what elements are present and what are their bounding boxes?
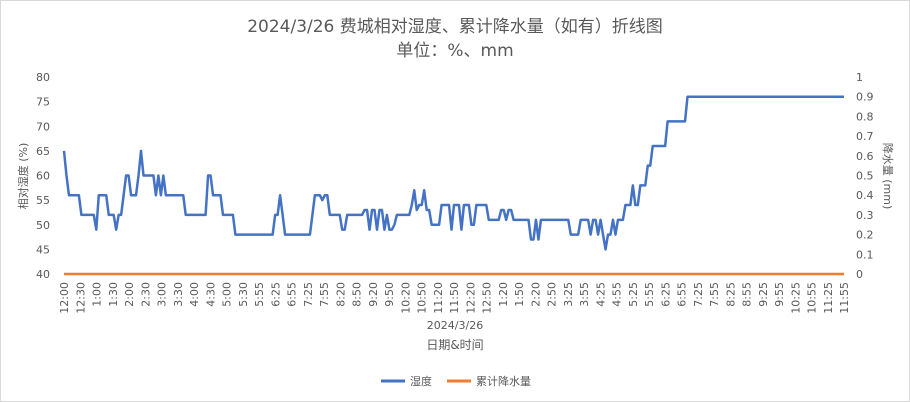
x-tick-label: 10:55: [806, 282, 819, 314]
legend-label-precipitation: 累计降水量: [476, 374, 531, 388]
right-y-tick-label: 0.4: [856, 189, 874, 202]
right-y-tick-label: 0.1: [856, 248, 874, 261]
x-tick-label: 8:50: [351, 282, 364, 307]
left-y-axis-ticks: 40 45 50 55 60 65 70 75 80: [36, 71, 50, 281]
left-y-tick-label: 75: [36, 96, 50, 109]
x-axis-label: 日期&时间: [426, 338, 483, 352]
x-tick-label: 12:00: [58, 282, 71, 314]
left-y-tick-label: 60: [36, 170, 50, 183]
x-tick-label: 8:20: [334, 282, 347, 307]
x-tick-label: 1:00: [91, 282, 104, 307]
x-tick-label: 11:50: [448, 282, 461, 314]
x-tick-label: 5:25: [627, 282, 640, 307]
x-tick-label: 5:55: [643, 282, 656, 307]
x-tick-label: 5:55: [253, 282, 266, 307]
chart-title: 2024/3/26 费城相对湿度、累计降水量（如有）折线图: [247, 17, 663, 37]
legend: 湿度 累计降水量: [381, 374, 531, 388]
right-y-tick-label: 0.8: [856, 110, 874, 123]
x-tick-label: 11:55: [838, 282, 851, 314]
right-y-tick-label: 0: [856, 268, 863, 281]
x-tick-label: 1:20: [497, 282, 510, 307]
x-tick-label: 12:50: [481, 282, 494, 314]
right-y-tick-label: 0.6: [856, 150, 874, 163]
x-tick-label: 11:25: [822, 282, 835, 314]
x-tick-label: 3:25: [562, 282, 575, 307]
x-tick-label: 3:55: [578, 282, 591, 307]
x-tick-label: 9:25: [757, 282, 770, 307]
x-tick-label: 3:00: [156, 282, 169, 307]
x-tick-label: 9:20: [367, 282, 380, 307]
x-tick-label: 4:25: [594, 282, 607, 307]
x-tick-label: 6:25: [659, 282, 672, 307]
x-tick-label: 2:30: [139, 282, 152, 307]
x-tick-label: 6:25: [269, 282, 282, 307]
x-tick-label: 7:25: [302, 282, 315, 307]
left-y-tick-label: 70: [36, 120, 50, 133]
right-y-axis-ticks: 0 0.1 0.2 0.3 0.4 0.5 0.6 0.7 0.8 0.9 1: [856, 71, 874, 281]
x-tick-label: 10:20: [399, 282, 412, 314]
left-y-tick-label: 80: [36, 71, 50, 84]
x-tick-label: 10:25: [789, 282, 802, 314]
x-tick-label: 7:25: [692, 282, 705, 307]
x-tick-label: 9:55: [773, 282, 786, 307]
x-tick-label: 10:50: [416, 282, 429, 314]
series-line-humidity: [62, 95, 844, 251]
x-tick-label: 6:55: [286, 282, 299, 307]
x-tick-label: 11:20: [432, 282, 445, 314]
series-group: [62, 95, 844, 276]
chart-subtitle: 单位：%、mm: [396, 41, 514, 61]
left-y-tick-label: 65: [36, 145, 50, 158]
right-y-tick-label: 0.7: [856, 130, 874, 143]
x-tick-label: 5:00: [221, 282, 234, 307]
x-tick-label: 7:55: [318, 282, 331, 307]
left-y-tick-label: 50: [36, 219, 50, 232]
x-tick-label: 3:30: [172, 282, 185, 307]
right-y-tick-label: 0.2: [856, 229, 874, 242]
x-tick-label: 8:55: [741, 282, 754, 307]
x-tick-label: 9:50: [383, 282, 396, 307]
x-tick-label: 5:30: [237, 282, 250, 307]
right-y-tick-label: 0.5: [856, 170, 874, 183]
left-y-tick-label: 40: [36, 268, 50, 281]
left-y-tick-label: 55: [36, 194, 50, 207]
right-y-tick-label: 0.9: [856, 91, 874, 104]
x-tick-label: 1:50: [513, 282, 526, 307]
x-tick-label: 4:00: [188, 282, 201, 307]
left-y-tick-label: 45: [36, 243, 50, 256]
x-tick-label: 4:30: [204, 282, 217, 307]
date-label: 2024/3/26: [427, 319, 483, 332]
x-tick-label: 12:20: [464, 282, 477, 314]
x-tick-label: 7:55: [708, 282, 721, 307]
x-tick-label: 4:55: [611, 282, 624, 307]
x-tick-label: 12:30: [74, 282, 87, 314]
x-tick-label: 2:50: [546, 282, 559, 307]
x-axis-ticks: 12:00 12:30 1:00 1:30 2:00 2:30 3:00 3:30 4:00 4:…: [58, 282, 851, 314]
right-y-tick-label: 1: [856, 71, 863, 84]
right-y-axis-label: 降水量 (mm): [881, 143, 895, 210]
x-tick-label: 2:20: [529, 282, 542, 307]
x-tick-label: 6:55: [676, 282, 689, 307]
x-tick-label: 8:25: [724, 282, 737, 307]
left-y-axis-label: 相对湿度 (%): [16, 143, 30, 210]
x-tick-label: 2:00: [123, 282, 136, 307]
x-tick-label: 1:30: [107, 282, 120, 307]
legend-label-humidity: 湿度: [410, 374, 432, 388]
right-y-tick-label: 0.3: [856, 209, 874, 222]
